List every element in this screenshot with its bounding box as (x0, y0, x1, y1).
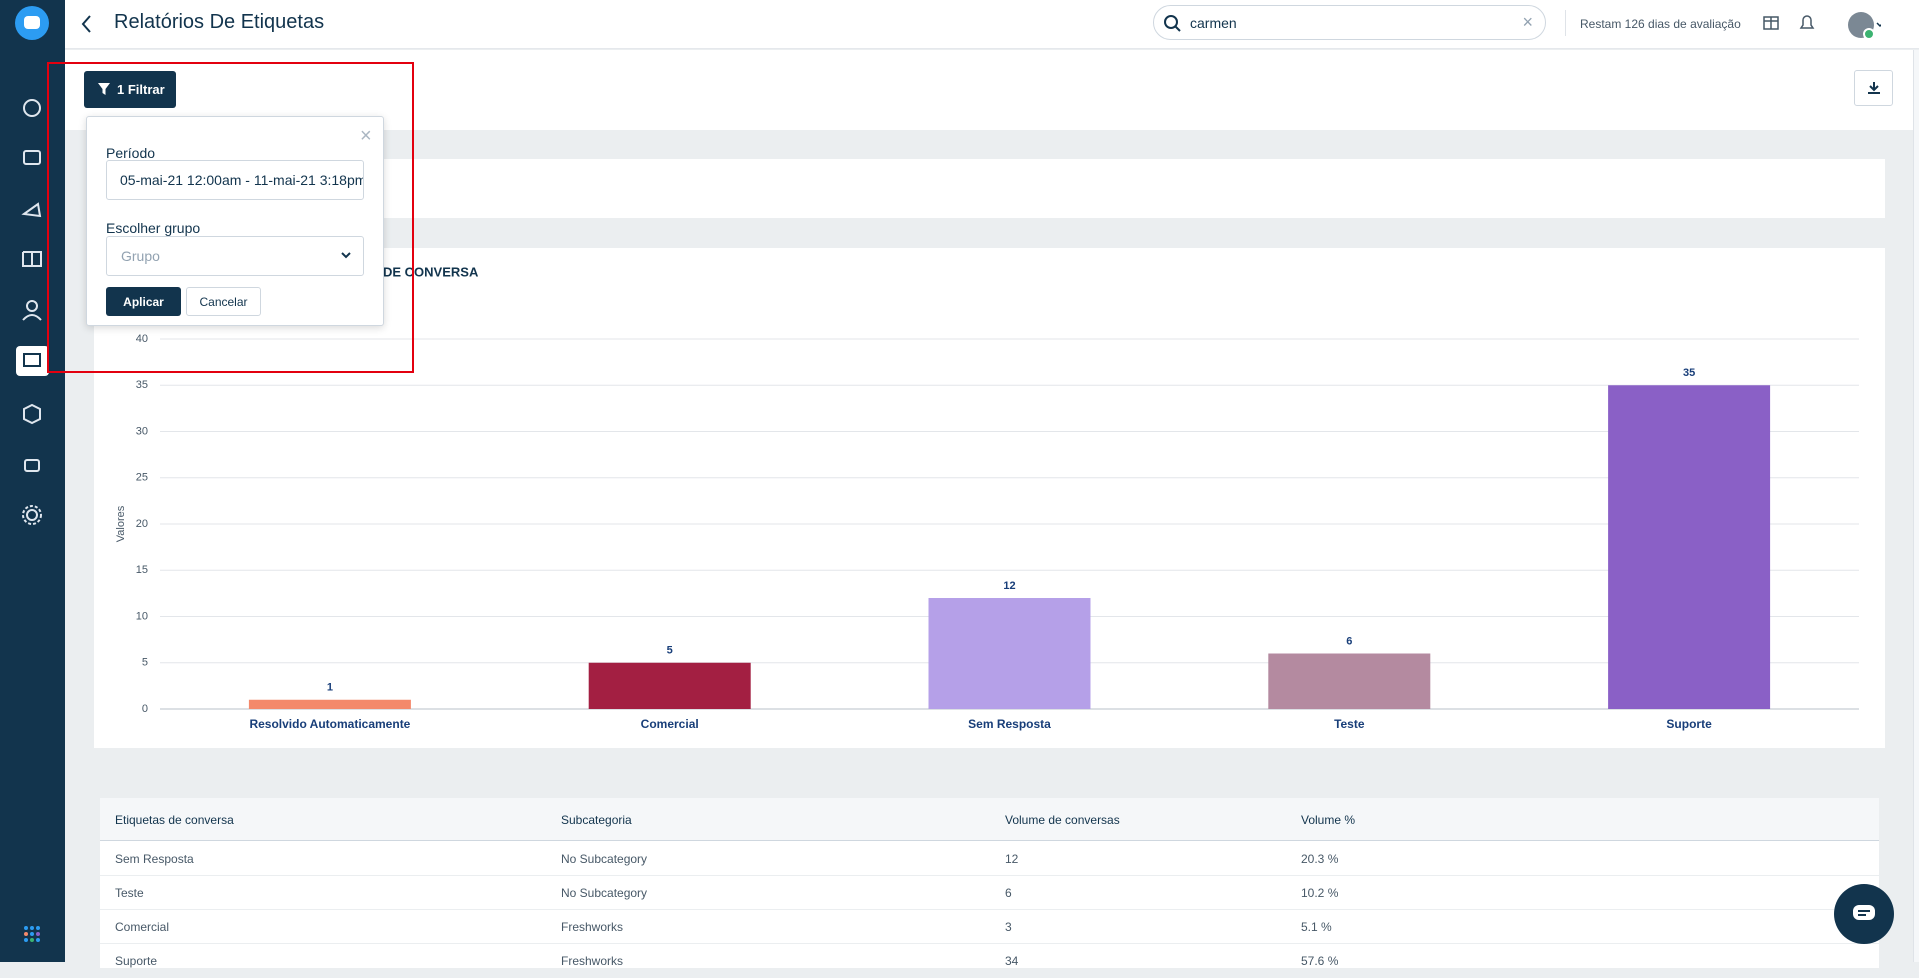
bar (248, 699, 411, 709)
period-input[interactable]: 05-mai-21 12:00am - 11-mai-21 3:18pm (106, 160, 364, 200)
header: Relatórios De Etiquetas carmen × Restam … (65, 0, 1919, 49)
table: Etiquetas de conversa Subcategoria Volume … (100, 798, 1879, 978)
filter-button[interactable]: 1 Filtrar (84, 71, 176, 108)
table-cell: Freshworks (561, 920, 624, 934)
y-tick-label: 5 (142, 657, 148, 669)
group-placeholder: Grupo (121, 248, 160, 264)
page-title: Relatórios De Etiquetas (114, 11, 325, 33)
y-tick-label: 10 (136, 610, 148, 622)
filter-popup: × Período 05-mai-21 12:00am - 11-mai-21 … (86, 116, 384, 326)
bar (928, 598, 1091, 709)
period-value: 05-mai-21 12:00am - 11-mai-21 3:18pm (120, 172, 364, 188)
column-header: Etiquetas de conversa (115, 813, 234, 827)
download-button[interactable] (1854, 70, 1893, 106)
table-cell: 34 (1005, 954, 1019, 968)
table-cell: Sem Resposta (115, 852, 194, 866)
back-button[interactable] (79, 13, 95, 35)
data-label: 12 (1003, 580, 1015, 592)
table-cell: 20.3 % (1301, 852, 1339, 866)
data-label: 6 (1346, 635, 1352, 647)
column-header: Subcategoria (561, 813, 632, 827)
table-cell: 5.1 % (1301, 920, 1332, 934)
table-cell: 12 (1005, 852, 1019, 866)
y-tick-label: 15 (136, 564, 148, 576)
scrollbar (1913, 50, 1919, 962)
close-popup[interactable]: × (360, 125, 372, 147)
table-cell: Suporte (115, 954, 158, 968)
bar (1608, 385, 1771, 709)
highlight-box (47, 62, 414, 373)
data-label: 5 (667, 645, 673, 657)
search-box[interactable]: carmen × (1153, 5, 1546, 40)
x-tick-label: Sem Resposta (968, 717, 1051, 731)
group-select[interactable]: Grupo (106, 236, 364, 276)
y-tick-label: 40 (136, 333, 148, 345)
row-divider (100, 909, 1879, 910)
table-cell: Comercial (115, 920, 170, 934)
trial-text: Restam 126 dias de avaliação (1580, 17, 1741, 31)
table-cell: Teste (115, 886, 144, 900)
apply-button[interactable]: Aplicar (106, 287, 181, 316)
y-axis-label: Valores (115, 505, 127, 542)
header-icons[interactable] (1761, 11, 1881, 41)
chat-button[interactable] (1834, 884, 1894, 944)
table-header (100, 798, 1879, 841)
chart-title: DE CONVERSA (383, 264, 479, 279)
row-divider (100, 875, 1879, 876)
cancel-button[interactable]: Cancelar (186, 287, 261, 316)
search-text: carmen (1190, 15, 1237, 31)
period-label: Período (106, 145, 156, 161)
y-tick-label: 0 (142, 703, 148, 715)
y-tick-label: 30 (136, 425, 148, 437)
divider (1565, 10, 1566, 36)
data-label: 1 (327, 682, 333, 694)
table-cell: Freshworks (561, 954, 624, 968)
table-cell: 3 (1005, 920, 1012, 934)
group-label: Escolher grupo (106, 220, 201, 236)
y-tick-label: 25 (136, 472, 148, 484)
sidebar (0, 0, 65, 962)
x-tick-label: Suporte (1666, 717, 1712, 731)
row-divider (100, 943, 1879, 944)
table-cell: 6 (1005, 886, 1012, 900)
x-tick-label: Resolvido Automaticamente (249, 717, 410, 731)
bar (588, 662, 751, 709)
y-tick-label: 20 (136, 518, 148, 530)
table-cell: No Subcategory (561, 886, 648, 900)
column-header: Volume % (1301, 813, 1356, 827)
table-cell: 57.6 % (1301, 954, 1339, 968)
clear-search[interactable]: × (1522, 12, 1533, 32)
x-tick-label: Teste (1334, 717, 1365, 731)
data-label: 35 (1683, 367, 1695, 379)
summary-card (94, 159, 1885, 218)
table-cell: No Subcategory (561, 852, 648, 866)
filter-button-label: 1 Filtrar (117, 82, 165, 97)
table-cell: 10.2 % (1301, 886, 1339, 900)
bar (1268, 653, 1431, 709)
sidebar-icons (15, 6, 49, 942)
y-tick-label: 35 (136, 379, 148, 391)
column-header: Volume de conversas (1005, 813, 1120, 827)
chart: DE CONVERSA Valores 0 5 10 15 20 25 30 35 40 1 Res… (115, 264, 1859, 731)
x-tick-label: Comercial (641, 717, 699, 731)
